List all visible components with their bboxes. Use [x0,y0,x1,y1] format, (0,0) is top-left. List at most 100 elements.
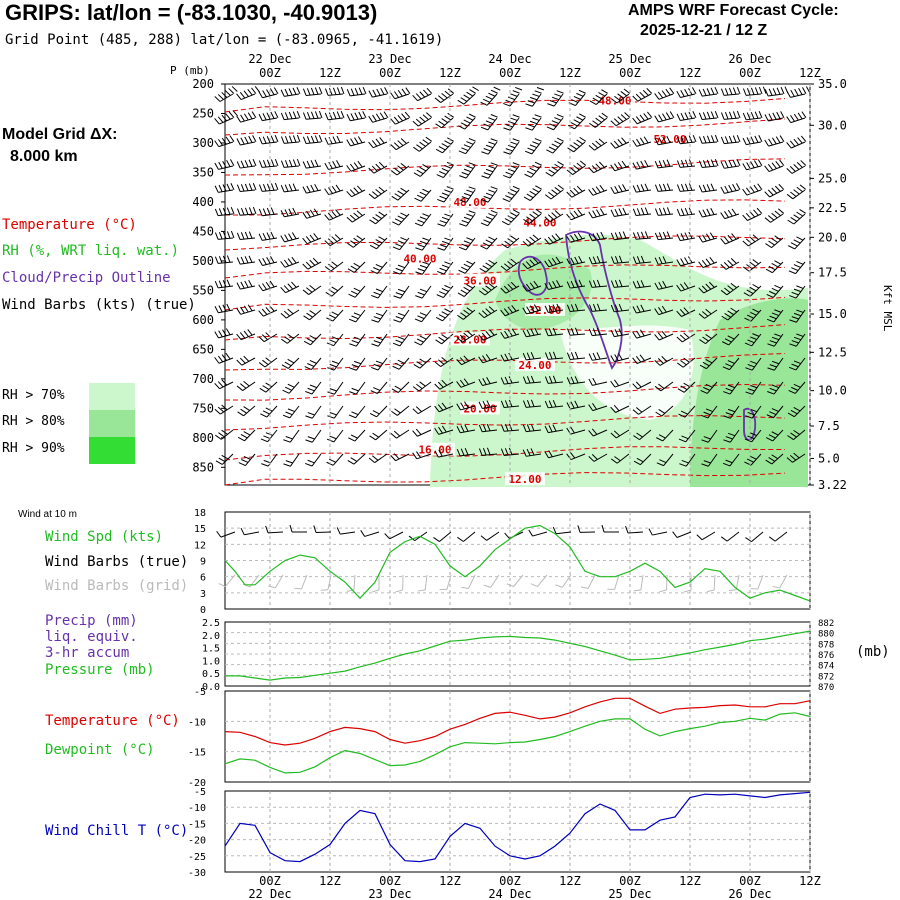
barb-staff [735,574,740,590]
barb-flag [529,120,538,125]
barb-flag [654,385,662,392]
barb-flag [684,112,689,120]
barb-flag [419,288,428,293]
wind-barb [633,453,652,466]
wind-barb [326,429,344,443]
barb-flag [353,287,361,292]
barb-flag [224,90,231,96]
wind-barb [547,90,564,107]
barb-flag [485,239,493,244]
barb-flag [263,459,271,464]
barb-flag [310,184,315,192]
wind-barb-grid [580,574,596,589]
barb-flag [632,331,638,339]
barb-flag [613,404,620,412]
barb-flag [730,307,738,313]
wind-barb [546,113,564,131]
barb-flag [327,391,335,395]
wind-barb [566,327,586,336]
barb-flag [764,139,770,147]
barb-flag [610,329,615,337]
wind-barb [765,453,784,465]
barb-flag [771,263,779,268]
barb-flag [461,171,469,176]
barb-flag [554,210,561,216]
wind-barb-grid [772,574,788,589]
wind-barb [544,280,564,291]
barb-flag [746,289,754,295]
barb-flag [644,231,649,239]
barb-flag [529,96,538,101]
barb-flag [394,362,403,367]
barb-flag [683,282,689,289]
kft-tick-label: 3.22 [818,478,847,492]
barb-flag [780,111,785,119]
barb-flag [799,184,807,190]
barb-flag [478,312,485,319]
wind-barb [391,405,410,416]
wind-barb [302,257,322,270]
wind-barb [302,110,323,120]
barb-flag [302,112,307,120]
barb-flag [706,88,711,96]
grid-point-subtitle: Grid Point (485, 288) lat/lon = (-83.096… [5,32,444,48]
barb-flag [263,435,271,440]
barb-flag [216,530,222,538]
barb-flag [218,305,223,313]
wind-barb [280,134,301,144]
wind-barb [522,423,542,433]
wind-barb [392,333,410,347]
barb-flag [419,216,427,221]
barb-flag [284,336,291,342]
barb-staff [424,574,428,590]
barb-flag [700,389,708,394]
barb-flag [288,208,293,216]
barb-flag [485,120,493,125]
barb-flag [230,159,235,167]
wind-barb [481,138,498,155]
barb-flag [482,378,487,385]
barb-flag [512,90,520,94]
barb-flag [633,435,640,441]
barb-flag [618,185,623,192]
wind-barb [676,332,696,343]
barb-flag [774,333,782,337]
barb-flag [706,159,711,167]
barb-flag [483,148,491,152]
date-label-bottom: 24 Dec [488,887,531,900]
wind-barb [214,135,235,148]
barb-flag [614,280,619,288]
barb-flag [415,247,423,251]
kft-tick-label: 12.5 [818,345,847,359]
wind-barb [260,405,278,418]
barb-flag [596,327,601,335]
barb-flag [636,280,641,288]
wind-barb [369,429,388,441]
barb-flag [662,207,667,215]
wind-barb [478,283,498,296]
barb-flag [504,423,509,432]
barb-flag [557,184,565,190]
barb-flag [742,112,747,121]
wind-barb [676,256,696,267]
barb-flag [698,136,703,144]
wind-barb [588,231,608,242]
barb-flag [480,535,487,541]
barb-flag [353,360,362,365]
barb-flag [292,87,297,95]
wind-barb [588,138,608,151]
barb-flag [545,171,553,177]
barb-flag [506,583,514,588]
barb-flag [259,387,267,393]
wind-barb [478,447,498,456]
wind-barb [720,233,740,245]
barb-flag [701,311,709,317]
barb-flag [397,240,405,244]
wind-barb [304,357,322,370]
barb-flag [588,167,594,174]
wind-barb [413,357,432,369]
barb-staff [353,574,356,590]
barb-flag [701,259,708,267]
wind-barb [413,136,433,152]
barb-flag [688,159,693,167]
